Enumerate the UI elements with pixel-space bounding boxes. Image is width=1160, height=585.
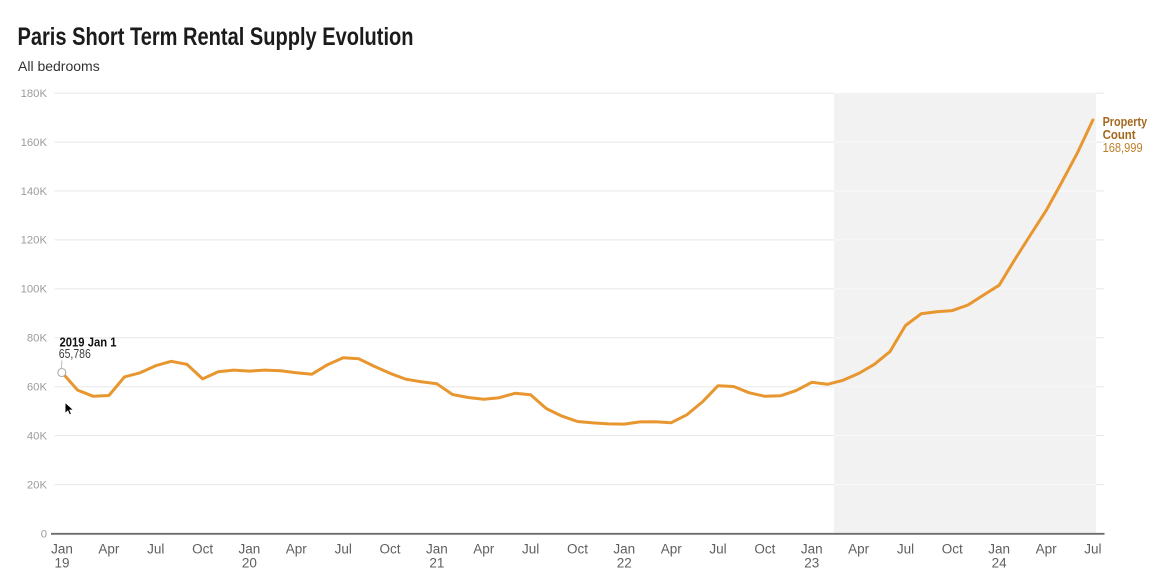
svg-text:21: 21 <box>429 556 444 571</box>
svg-text:20: 20 <box>242 556 257 571</box>
svg-text:Apr: Apr <box>1036 542 1058 557</box>
svg-text:20K: 20K <box>27 479 48 491</box>
svg-text:19: 19 <box>54 556 69 571</box>
svg-text:Oct: Oct <box>942 542 963 557</box>
svg-text:120K: 120K <box>21 235 48 247</box>
svg-text:Apr: Apr <box>661 542 683 557</box>
svg-text:Property: Property <box>1103 115 1148 129</box>
svg-text:24: 24 <box>992 556 1008 571</box>
svg-text:0: 0 <box>41 528 47 540</box>
svg-text:80K: 80K <box>27 333 48 345</box>
svg-text:Paris Short Term Rental Supply: Paris Short Term Rental Supply Evolution <box>18 23 414 51</box>
svg-text:Jul: Jul <box>1084 542 1101 557</box>
svg-text:Jan: Jan <box>426 542 448 557</box>
svg-text:Apr: Apr <box>473 542 495 557</box>
svg-text:40K: 40K <box>27 430 48 442</box>
svg-text:Jul: Jul <box>522 542 539 557</box>
svg-text:Apr: Apr <box>286 542 308 557</box>
svg-text:Jul: Jul <box>335 542 352 557</box>
svg-text:Jan: Jan <box>988 542 1010 557</box>
svg-text:180K: 180K <box>21 88 48 100</box>
svg-text:Jul: Jul <box>709 542 726 557</box>
svg-text:23: 23 <box>804 556 819 571</box>
svg-text:140K: 140K <box>21 186 48 198</box>
svg-text:Jan: Jan <box>613 542 635 557</box>
svg-text:60K: 60K <box>27 382 48 394</box>
svg-text:168,999: 168,999 <box>1103 141 1143 155</box>
svg-text:Jul: Jul <box>147 542 164 557</box>
svg-text:All bedrooms: All bedrooms <box>18 58 100 74</box>
svg-text:Oct: Oct <box>567 542 588 557</box>
svg-text:160K: 160K <box>21 137 48 149</box>
svg-text:Count: Count <box>1103 128 1137 142</box>
svg-text:Jan: Jan <box>51 542 73 557</box>
svg-text:100K: 100K <box>21 284 48 296</box>
svg-text:Apr: Apr <box>848 542 870 557</box>
svg-text:2019 Jan 1: 2019 Jan 1 <box>60 336 117 350</box>
svg-text:Oct: Oct <box>379 542 400 557</box>
svg-text:Oct: Oct <box>754 542 775 557</box>
svg-text:Oct: Oct <box>192 542 213 557</box>
svg-text:22: 22 <box>617 556 632 571</box>
svg-text:65,786: 65,786 <box>59 347 91 361</box>
svg-text:Apr: Apr <box>98 542 120 557</box>
svg-text:Jul: Jul <box>897 542 914 557</box>
svg-text:Jan: Jan <box>801 542 823 557</box>
svg-text:Jan: Jan <box>239 542 261 557</box>
